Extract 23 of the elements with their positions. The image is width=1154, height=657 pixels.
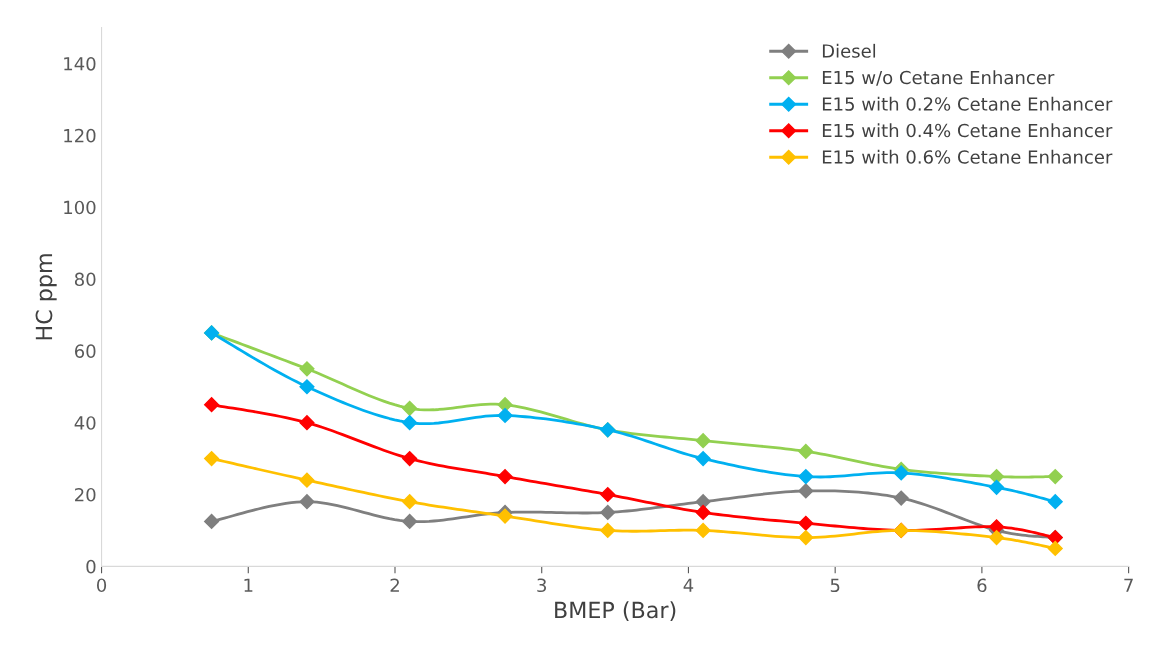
legend-label: E15 w/o Cetane Enhancer — [822, 70, 1055, 86]
x-tick-label: 3 — [537, 578, 547, 593]
x-tick-label: 1 — [244, 578, 253, 592]
y-tick-label: 120 — [64, 128, 96, 143]
x-tick-label: 5 — [830, 578, 840, 593]
y-tick-label: 40 — [74, 416, 96, 430]
x-axis-title: BMEP (Bar) — [555, 601, 676, 621]
y-tick-label: 60 — [74, 344, 96, 358]
y-tick-label: 20 — [75, 487, 96, 502]
x-tick-label: 0 — [97, 578, 107, 593]
y-tick-label: 140 — [64, 56, 96, 71]
x-tick-label: 4 — [683, 578, 694, 592]
y-tick-label: 0 — [86, 559, 96, 574]
legend-label: E15 with 0.2% Cetane Enhancer — [822, 96, 1113, 111]
y-tick-label: 100 — [64, 200, 96, 215]
legend-label: E15 with 0.4% Cetane Enhancer — [822, 123, 1113, 138]
x-tick-label: 6 — [977, 578, 987, 593]
y-tick-label: 80 — [74, 272, 96, 287]
legend-label: Diesel — [822, 43, 876, 58]
y-axis-title: HC ppm — [35, 254, 57, 340]
x-tick-label: 7 — [1124, 578, 1133, 592]
legend-label: E15 with 0.6% Cetane Enhancer — [822, 149, 1113, 164]
x-tick-label: 2 — [390, 578, 399, 592]
